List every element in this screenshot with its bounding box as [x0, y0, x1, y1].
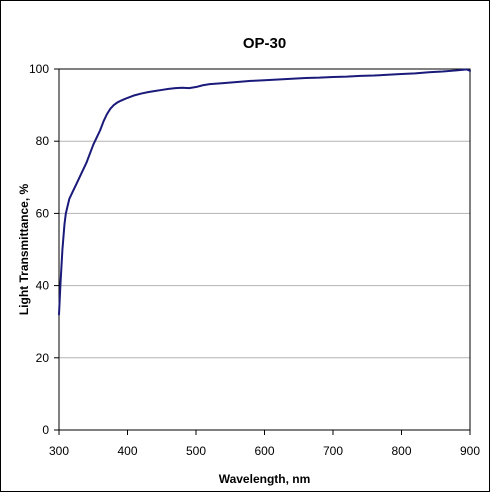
y-axis-ticks: 0 20 40 60 80 100: [29, 62, 59, 437]
x-tick-label-300: 300: [49, 444, 69, 458]
y-tick-label-80: 80: [36, 134, 50, 148]
y-tick-label-100: 100: [29, 62, 49, 76]
series-line-0: [58, 68, 471, 316]
y-tick-label-40: 40: [36, 279, 50, 293]
y-tick-label-60: 60: [36, 206, 50, 220]
x-axis-label: Wavelength, nm: [219, 472, 311, 486]
x-tick-label-800: 800: [391, 444, 411, 458]
x-tick-label-600: 600: [254, 444, 274, 458]
series-group: [58, 68, 471, 316]
x-tick-label-700: 700: [323, 444, 343, 458]
chart-title: OP-30: [243, 35, 286, 52]
x-tick-label-900: 900: [460, 444, 480, 458]
x-axis-ticks: 300 400 500 600 700 800 900: [49, 430, 480, 458]
x-tick-label-400: 400: [117, 444, 137, 458]
y-axis-label: Light Transmittance, %: [17, 183, 31, 315]
y-tick-label-20: 20: [36, 351, 50, 365]
y-tick-label-0: 0: [42, 423, 49, 437]
x-tick-label-500: 500: [186, 444, 206, 458]
